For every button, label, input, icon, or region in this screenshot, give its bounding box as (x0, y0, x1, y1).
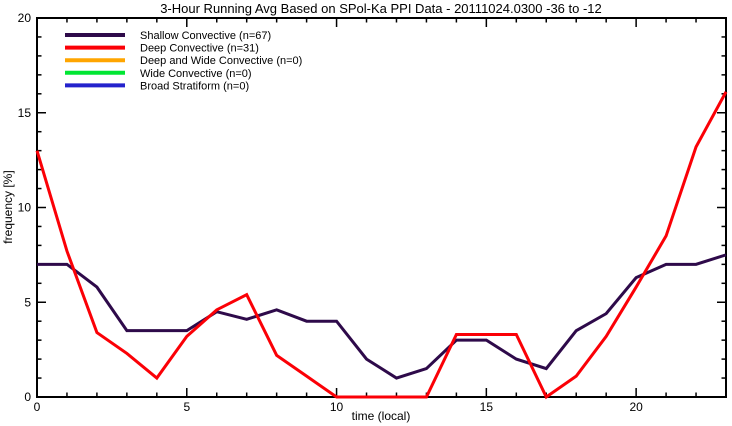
legend-item-deep-convective-n-31: Deep Convective (n=31) (65, 43, 259, 55)
x-tick-label: 5 (183, 400, 190, 414)
legend: Shallow Convective (n=67)Deep Convective… (65, 30, 302, 92)
legend-label: Deep and Wide Convective (n=0) (140, 55, 302, 67)
y-axis-label: frequency [%] (1, 170, 15, 243)
legend-item-shallow-convective-n-67: Shallow Convective (n=67) (65, 30, 271, 42)
series-line-deep-convective-n-31 (35, 91, 728, 400)
legend-label: Wide Convective (n=0) (140, 68, 252, 80)
x-tick-label: 0 (34, 400, 41, 414)
chart-title: 3-Hour Running Avg Based on SPol-Ka PPI … (160, 1, 602, 16)
y-tick-label: 10 (18, 201, 32, 215)
legend-item-deep-and-wide-convective-n-0: Deep and Wide Convective (n=0) (65, 55, 302, 67)
series-line-shallow-convective-n-67 (37, 253, 727, 380)
y-tick-label: 5 (24, 295, 31, 309)
legend-label: Shallow Convective (n=67) (140, 30, 271, 42)
x-tick-label: 15 (480, 400, 494, 414)
legend-label: Broad Stratiform (n=0) (140, 80, 249, 92)
y-tick-label: 20 (18, 11, 32, 25)
x-axis-label: time (local) (352, 409, 411, 423)
legend-label: Deep Convective (n=31) (140, 43, 259, 55)
x-tick-label: 20 (629, 400, 643, 414)
legend-item-wide-convective-n-0: Wide Convective (n=0) (65, 68, 252, 80)
y-tick-label: 0 (24, 390, 31, 404)
series-layer (35, 91, 728, 400)
x-tick-label: 10 (330, 400, 344, 414)
y-tick-label: 15 (18, 106, 32, 120)
legend-item-broad-stratiform-n-0: Broad Stratiform (n=0) (65, 80, 249, 92)
